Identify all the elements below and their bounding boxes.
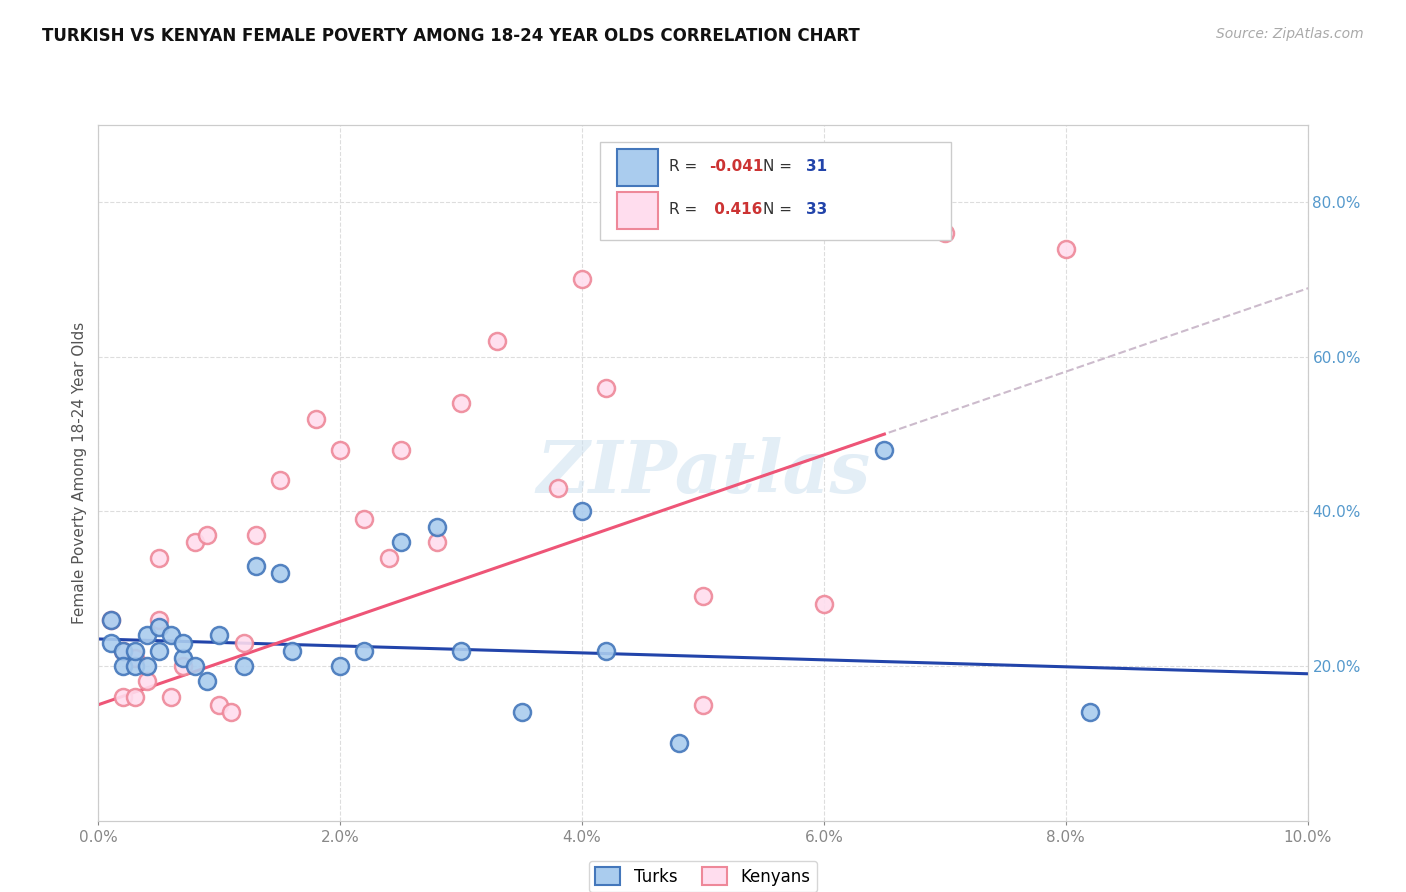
Point [873,442,896,457]
Point [329,659,352,673]
Point [208,698,231,712]
Point [595,381,617,395]
Point [232,636,254,650]
Point [305,411,328,425]
Point [595,643,617,657]
Point [184,535,207,549]
Text: TURKISH VS KENYAN FEMALE POVERTY AMONG 18-24 YEAR OLDS CORRELATION CHART: TURKISH VS KENYAN FEMALE POVERTY AMONG 1… [42,27,860,45]
Point [124,659,146,673]
Point [377,550,399,565]
Point [195,674,218,689]
Point [934,226,956,240]
Point [1078,706,1101,720]
Point [221,706,243,720]
Point [124,643,146,657]
FancyBboxPatch shape [600,142,950,240]
Text: N =: N = [763,202,797,218]
Point [124,651,146,665]
Point [195,527,218,541]
Text: ZIPatlas: ZIPatlas [536,437,870,508]
Point [172,636,194,650]
Point [245,558,267,573]
Point [426,520,449,534]
Point [135,659,157,673]
Point [353,643,375,657]
Text: R =: R = [669,202,702,218]
Point [100,636,122,650]
Point [389,535,412,549]
Point [111,643,134,657]
Point [389,442,412,457]
Point [813,597,835,611]
Point [329,442,352,457]
Point [184,659,207,673]
Point [160,690,183,704]
Point [148,613,170,627]
Point [486,334,509,349]
Text: -0.041: -0.041 [709,159,763,174]
Point [353,512,375,526]
Point [426,535,449,549]
Point [571,504,593,518]
Point [160,628,183,642]
Point [111,643,134,657]
Point [692,590,714,604]
Point [692,698,714,712]
Point [135,628,157,642]
Point [510,706,533,720]
Text: 33: 33 [806,202,827,218]
Y-axis label: Female Poverty Among 18-24 Year Olds: Female Poverty Among 18-24 Year Olds [72,322,87,624]
Point [148,643,170,657]
Point [148,620,170,634]
Point [245,527,267,541]
Text: Source: ZipAtlas.com: Source: ZipAtlas.com [1216,27,1364,41]
Point [148,550,170,565]
Text: N =: N = [763,159,797,174]
Point [100,613,122,627]
Point [232,659,254,673]
Legend: Turks, Kenyans: Turks, Kenyans [589,861,817,892]
Point [269,566,291,581]
FancyBboxPatch shape [617,149,658,186]
Point [571,272,593,286]
Point [450,396,472,410]
Point [1054,242,1077,256]
Point [172,651,194,665]
Point [124,690,146,704]
Point [111,659,134,673]
Point [668,736,690,750]
Point [269,474,291,488]
Text: R =: R = [669,159,702,174]
Point [172,659,194,673]
Point [135,674,157,689]
Point [547,481,569,495]
Point [450,643,472,657]
Point [111,690,134,704]
FancyBboxPatch shape [617,192,658,229]
Point [100,613,122,627]
Point [208,628,231,642]
Point [281,643,304,657]
Text: 0.416: 0.416 [709,202,762,218]
Text: 31: 31 [806,159,827,174]
